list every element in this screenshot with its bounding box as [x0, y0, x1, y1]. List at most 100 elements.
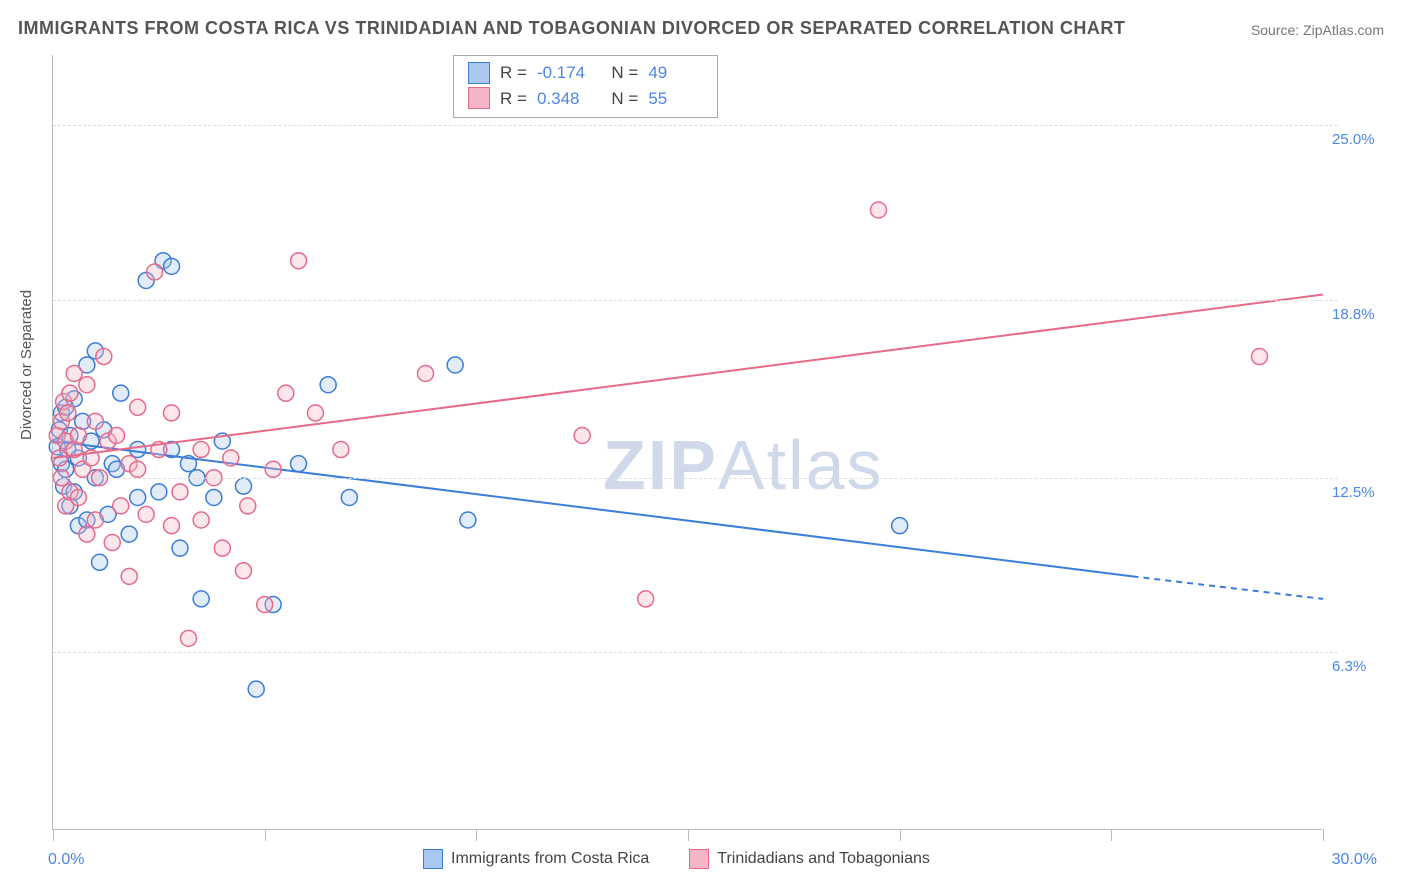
data-point — [206, 489, 222, 505]
stat-r-value: 0.348 — [537, 86, 592, 112]
data-point — [109, 427, 125, 443]
data-point — [70, 427, 86, 443]
gridline — [53, 478, 1338, 479]
data-point — [66, 365, 82, 381]
data-point — [320, 377, 336, 393]
source-attribution: Source: ZipAtlas.com — [1251, 22, 1384, 38]
data-point — [130, 489, 146, 505]
stat-n-label: N = — [602, 60, 638, 86]
data-point — [121, 526, 137, 542]
source-prefix: Source: — [1251, 22, 1303, 38]
legend-item: Immigrants from Costa Rica — [423, 849, 649, 869]
data-point — [193, 442, 209, 458]
data-point — [92, 554, 108, 570]
stat-r-value: -0.174 — [537, 60, 592, 86]
plot-area: ZIPAtlas R = -0.174 N = 49R = 0.348 N = … — [52, 55, 1322, 830]
data-point — [240, 498, 256, 514]
stats-legend-box: R = -0.174 N = 49R = 0.348 N = 55 — [453, 55, 718, 118]
data-point — [130, 461, 146, 477]
data-point — [172, 484, 188, 500]
data-point — [172, 540, 188, 556]
stat-n-label: N = — [602, 86, 638, 112]
stat-r-label: R = — [500, 60, 527, 86]
data-point — [87, 512, 103, 528]
data-point — [87, 413, 103, 429]
data-point — [164, 405, 180, 421]
data-point — [193, 512, 209, 528]
data-point — [574, 427, 590, 443]
trend-line — [53, 441, 1133, 576]
legend-item: Trinidadians and Tobagonians — [689, 849, 930, 869]
legend-swatch — [468, 87, 490, 109]
data-point — [96, 349, 112, 365]
data-point — [341, 489, 357, 505]
data-point — [79, 526, 95, 542]
gridline — [53, 125, 1338, 126]
x-tick — [476, 829, 477, 841]
y-axis-label: Divorced or Separated — [18, 290, 35, 440]
gridline — [53, 652, 1338, 653]
x-tick — [1323, 829, 1324, 841]
data-point — [193, 591, 209, 607]
legend-swatch — [468, 62, 490, 84]
legend-label: Immigrants from Costa Rica — [451, 850, 649, 868]
data-point — [236, 563, 252, 579]
data-point — [121, 568, 137, 584]
legend-swatch — [689, 849, 709, 869]
stat-n-value: 55 — [648, 86, 703, 112]
y-tick-label: 12.5% — [1332, 484, 1392, 501]
x-tick — [688, 829, 689, 841]
data-point — [151, 484, 167, 500]
stats-row: R = 0.348 N = 55 — [468, 86, 703, 112]
data-point — [62, 385, 78, 401]
data-point — [79, 377, 95, 393]
data-point — [460, 512, 476, 528]
x-tick — [53, 829, 54, 841]
data-point — [104, 535, 120, 551]
data-point — [164, 258, 180, 274]
legend-label: Trinidadians and Tobagonians — [717, 850, 930, 868]
data-point — [113, 385, 129, 401]
data-point — [70, 489, 86, 505]
x-tick — [265, 829, 266, 841]
x-tick — [900, 829, 901, 841]
data-point — [307, 405, 323, 421]
data-point — [333, 442, 349, 458]
data-point — [291, 456, 307, 472]
stat-n-value: 49 — [648, 60, 703, 86]
y-tick-label: 25.0% — [1332, 131, 1392, 148]
data-point — [871, 202, 887, 218]
chart-title: IMMIGRANTS FROM COSTA RICA VS TRINIDADIA… — [18, 18, 1125, 39]
data-point — [60, 405, 76, 421]
data-point — [223, 450, 239, 466]
data-point — [236, 478, 252, 494]
data-point — [265, 461, 281, 477]
data-point — [130, 442, 146, 458]
data-point — [248, 681, 264, 697]
trend-line-extension — [1133, 576, 1324, 599]
stat-r-label: R = — [500, 86, 527, 112]
data-point — [164, 518, 180, 534]
data-point — [180, 630, 196, 646]
trend-line — [53, 295, 1323, 458]
data-point — [257, 597, 273, 613]
data-point — [138, 506, 154, 522]
data-point — [130, 399, 146, 415]
bottom-legend: Immigrants from Costa Rica Trinidadians a… — [423, 849, 930, 869]
gridline — [53, 300, 1338, 301]
data-point — [214, 540, 230, 556]
chart-svg — [53, 55, 1322, 829]
data-point — [1252, 349, 1268, 365]
y-tick-label: 6.3% — [1332, 658, 1392, 675]
data-point — [892, 518, 908, 534]
data-point — [447, 357, 463, 373]
x-axis-min-label: 0.0% — [48, 851, 84, 869]
data-point — [278, 385, 294, 401]
data-point — [147, 264, 163, 280]
stats-row: R = -0.174 N = 49 — [468, 60, 703, 86]
x-axis-max-label: 30.0% — [1332, 851, 1377, 869]
data-point — [418, 365, 434, 381]
data-point — [638, 591, 654, 607]
data-point — [113, 498, 129, 514]
x-tick — [1111, 829, 1112, 841]
